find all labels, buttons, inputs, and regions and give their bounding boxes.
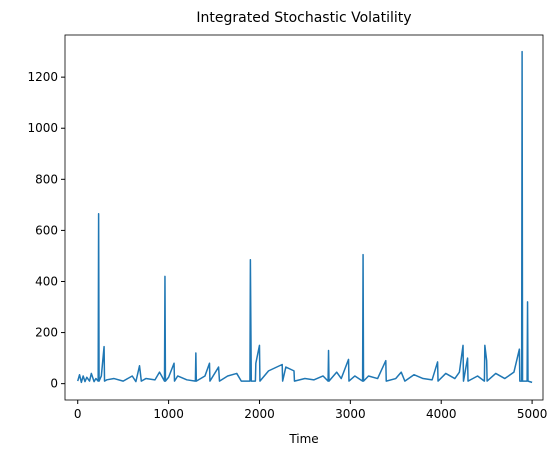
y-tick-label: 1000 — [27, 121, 58, 135]
y-tick-label: 1200 — [27, 70, 58, 84]
plot-frame — [64, 34, 544, 401]
x-tick-label: 3000 — [335, 407, 366, 421]
y-tick-label: 800 — [35, 172, 58, 186]
x-tick-label: 2000 — [244, 407, 275, 421]
y-tick-label: 600 — [35, 223, 58, 237]
x-tick-label: 1000 — [153, 407, 184, 421]
y-tick-label: 400 — [35, 274, 58, 288]
chart-title: Integrated Stochastic Volatility — [196, 10, 411, 26]
line-series — [76, 50, 533, 384]
x-axis-label: Time — [288, 432, 318, 446]
y-tick-label: 200 — [35, 326, 58, 340]
x-tick-label: 4000 — [426, 407, 457, 421]
y-tick-label: 0 — [50, 377, 58, 391]
x-tick-label: 5000 — [517, 407, 548, 421]
x-tick-label: 0 — [74, 407, 82, 421]
